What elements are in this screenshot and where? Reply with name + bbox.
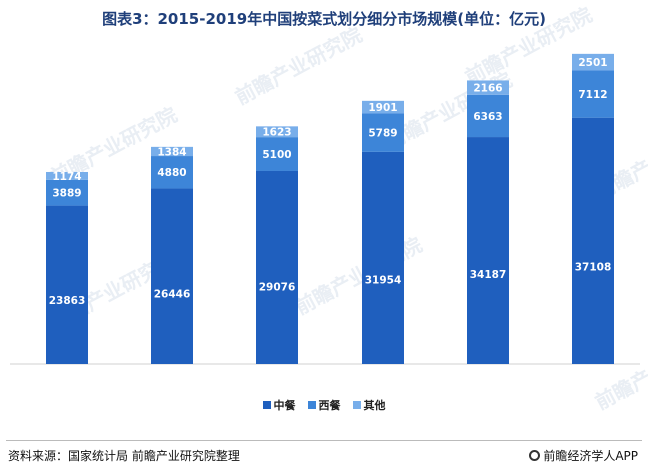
data-label-2-4: 2166 — [473, 83, 502, 95]
data-label-2-3: 1901 — [368, 102, 397, 114]
data-label-2-2: 1623 — [262, 127, 291, 139]
bar-segment-2-4 — [467, 80, 509, 95]
data-label-2-0: 1174 — [52, 171, 81, 183]
data-label-1-0: 3889 — [52, 188, 81, 200]
legend-label-qita: 其他 — [363, 399, 386, 412]
legend-swatch-xican — [307, 401, 316, 409]
bar-segment-2-3 — [362, 100, 404, 114]
legend-item-zhongcan: 中餐 — [262, 397, 296, 413]
footer-divider — [6, 440, 642, 441]
chart-title: 图表3：2015-2019年中国按菜式划分细分市场规模(单位：亿元) — [102, 10, 546, 28]
legend-item-qita: 其他 — [352, 397, 386, 413]
bar-segment-0-1 — [151, 188, 193, 364]
data-label-0-3: 31954 — [365, 274, 402, 286]
data-label-2-5: 2501 — [578, 57, 607, 69]
bar-segment-1-2 — [256, 137, 298, 171]
bar-segment-0-2 — [256, 170, 298, 364]
data-label-0-2: 29076 — [259, 282, 296, 294]
data-label-0-5: 37108 — [575, 261, 612, 273]
legend-item-xican: 西餐 — [307, 397, 341, 413]
source-note: 资料来源：国家统计局 前瞻产业研究院整理 — [8, 449, 240, 463]
bars-group: 23863 3889 1174 26446 4880 1384 29076 5100 1623 3… — [46, 53, 614, 364]
data-label-1-3: 5789 — [368, 128, 397, 140]
bar-segment-0-0 — [46, 205, 88, 364]
bar-segment-0-4 — [467, 137, 509, 364]
brand-logo-icon — [529, 450, 541, 461]
bar-segment-2-5 — [572, 53, 614, 71]
bar-segment-0-3 — [362, 151, 404, 364]
data-label-1-2: 5100 — [262, 149, 291, 161]
data-label-1-1: 4880 — [157, 167, 186, 179]
data-label-1-5: 7112 — [578, 89, 607, 101]
bar-segment-2-0 — [46, 171, 88, 180]
bar-segment-1-1 — [151, 156, 193, 189]
legend-swatch-qita — [352, 401, 361, 409]
data-label-0-0: 23863 — [49, 295, 86, 307]
bar-segment-1-3 — [362, 113, 404, 152]
data-label-2-1: 1384 — [157, 146, 186, 158]
data-label-0-1: 26446 — [154, 288, 191, 300]
bar-segment-2-1 — [151, 146, 193, 157]
bar-segment-0-5 — [572, 117, 614, 364]
data-label-1-4: 6363 — [473, 111, 502, 123]
legend-label-xican: 西餐 — [318, 399, 341, 412]
bar-segment-1-4 — [467, 94, 509, 138]
bar-segment-1-5 — [572, 70, 614, 118]
bar-segment-2-2 — [256, 126, 298, 138]
brand-name: 前瞻经济学人APP — [543, 449, 638, 463]
chart-legend: 中餐 西餐 其他 — [0, 397, 648, 413]
legend-swatch-zhongcan — [262, 401, 271, 409]
legend-label-zhongcan: 中餐 — [273, 399, 296, 412]
watermark-1: 前瞻产业研究院 — [231, 22, 366, 109]
watermark-5: 前瞻产业研究院 — [291, 232, 426, 319]
brand-label: 前瞻经济学人APP — [529, 447, 638, 464]
data-label-0-4: 34187 — [470, 269, 507, 281]
bar-segment-1-0 — [46, 179, 88, 206]
